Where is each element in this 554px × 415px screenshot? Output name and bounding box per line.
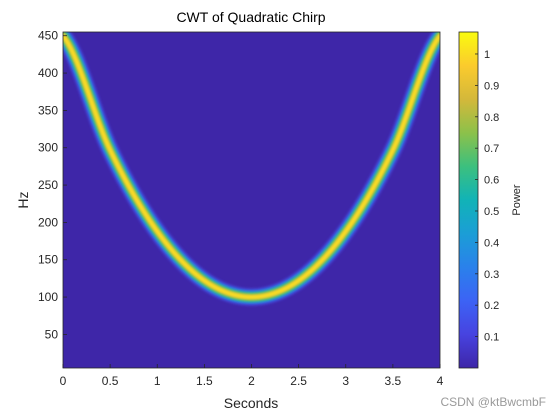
x-tick-label: 4	[437, 374, 444, 388]
y-axis-label: Hz	[15, 191, 31, 208]
y-tick-label: 250	[38, 178, 58, 192]
y-tick-label: 150	[38, 253, 58, 267]
colorbar-tick-label: 0.2	[484, 300, 499, 312]
x-tick-label: 3.5	[385, 374, 402, 388]
x-tick-label: 3	[342, 374, 349, 388]
y-tick-label: 450	[38, 29, 58, 43]
colorbar-tick-label: 0.1	[484, 332, 499, 344]
colorbar-gradient	[458, 31, 479, 369]
plot-background	[63, 32, 440, 368]
y-tick-label: 200	[38, 215, 58, 229]
plot-area	[62, 31, 441, 369]
watermark: CSDN @ktBwcmbF	[440, 395, 546, 409]
colorbar-tick-label: 0.3	[484, 269, 499, 281]
colorbar-tick-label: 0.5	[484, 206, 499, 218]
colorbar-tick-label: 0.4	[484, 237, 499, 249]
colorbar-tick-label: 0.6	[484, 175, 499, 187]
ridge-band	[63, 32, 440, 307]
x-axis-label: Seconds	[224, 395, 278, 411]
x-tick-label: 2	[248, 374, 255, 388]
colorbar: 0.1 0.2 0.3 0.4 0.5 0.6 0.7 0.8 0.9 1 Power	[458, 31, 523, 369]
y-tick-label: 400	[38, 66, 58, 80]
x-tick-label: 1	[154, 374, 161, 388]
y-tick-label: 300	[38, 141, 58, 155]
y-tick-label: 50	[45, 327, 59, 341]
y-tick-label: 100	[38, 290, 58, 304]
x-tick-label: 0.5	[102, 374, 119, 388]
colorbar-tick-label: 1	[484, 49, 490, 61]
colorbar-ticks: 0.1 0.2 0.3 0.4 0.5 0.6 0.7 0.8 0.9 1	[475, 49, 499, 344]
colorbar-tick-label: 0.9	[484, 80, 499, 92]
y-tick-label: 350	[38, 103, 58, 117]
colorbar-tick-label: 0.8	[484, 112, 499, 124]
colorbar-tick-label: 0.7	[484, 143, 499, 155]
y-axis-ticks: 50 100 150 200 250 300 350 400 450	[38, 29, 67, 341]
x-axis-ticks: 0 0.5 1 1.5 2 2.5 3 3.5 4	[60, 364, 444, 388]
chart-title: CWT of Quadratic Chirp	[176, 9, 325, 25]
x-tick-label: 1.5	[196, 374, 213, 388]
x-tick-label: 2.5	[290, 374, 307, 388]
ridge-layer	[63, 34, 440, 299]
x-tick-label: 0	[60, 374, 67, 388]
colorbar-label: Power	[511, 184, 523, 216]
